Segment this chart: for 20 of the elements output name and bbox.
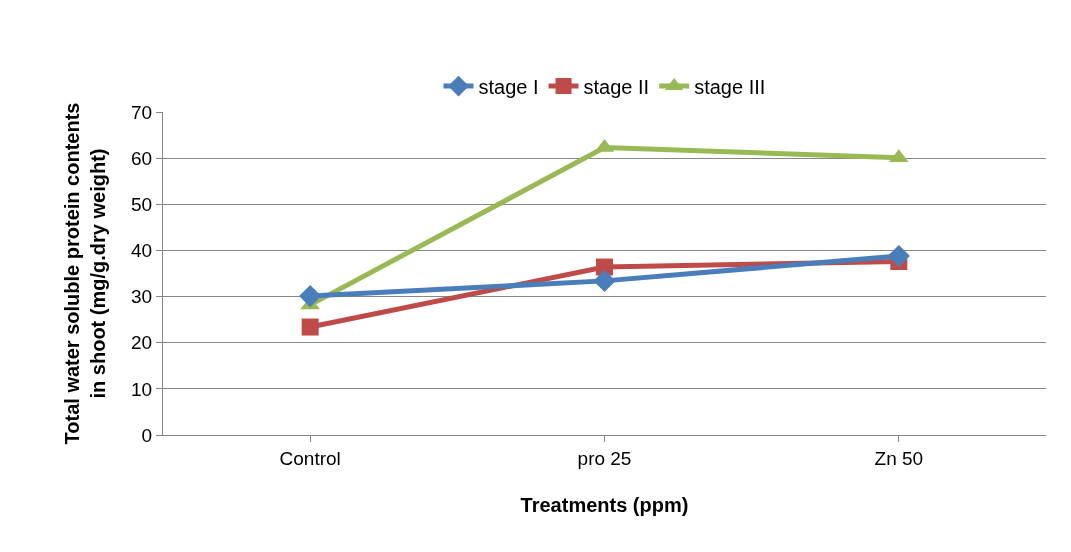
legend-label: stage I: [478, 75, 539, 98]
y-tick-label: 50: [131, 193, 153, 215]
point: [887, 244, 910, 268]
y-tick-label: 10: [131, 378, 153, 400]
y-tick-label: 60: [131, 147, 153, 169]
x-tick-label: Zn 50: [874, 447, 924, 469]
legend-label: stage II: [583, 75, 650, 98]
y-tick-label: 0: [141, 424, 153, 446]
y-tick-label: 70: [131, 101, 153, 123]
x-axis-title: Treatments (ppm): [520, 494, 689, 517]
x-tick-label: Control: [279, 447, 341, 469]
y-tick-label: 40: [131, 240, 153, 262]
point: [301, 318, 319, 336]
y-tick-label: 30: [131, 286, 153, 308]
x-tick-label: pro 25: [577, 447, 632, 469]
y-axis-title: Total water soluble protein contents in shoot (mg/g.dry weight): [60, 102, 109, 445]
point: [299, 285, 322, 308]
y-tick-label: 20: [131, 332, 153, 354]
point: [593, 269, 616, 292]
legend-label: stage III: [694, 75, 766, 98]
